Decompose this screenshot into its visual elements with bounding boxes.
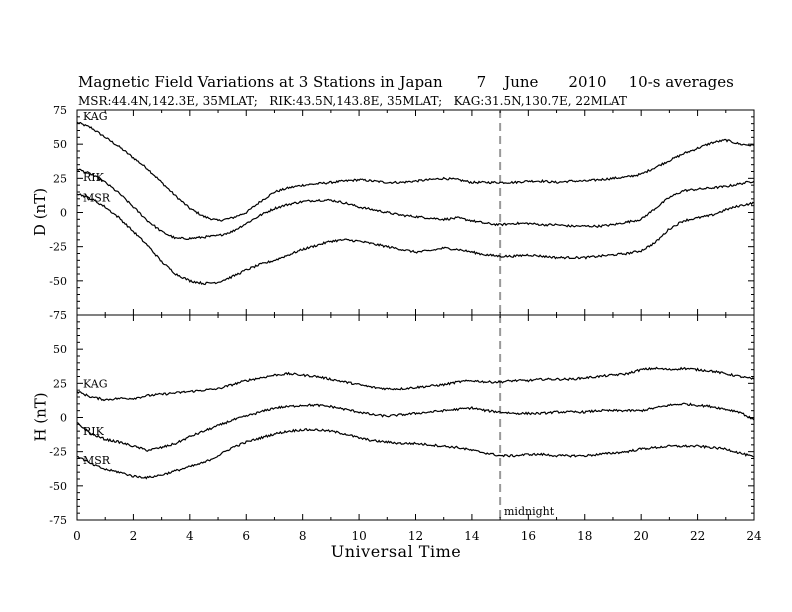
series-label-H-rik: RIK <box>83 425 105 438</box>
series-label-D-msr: MSR <box>83 191 111 204</box>
y-tick-label-D: -25 <box>49 241 67 254</box>
title-day: 7 <box>476 73 487 91</box>
x-tick-label: 20 <box>634 529 649 543</box>
y-tick-label-D: 25 <box>53 172 67 185</box>
title-main: Magnetic Field Variations at 3 Stations … <box>78 73 443 91</box>
x-tick-label: 24 <box>746 529 762 543</box>
series-label-D-rik: RIK <box>83 171 105 184</box>
y-axis-label-h: H (nT) <box>31 392 50 442</box>
y-tick-label-D: 0 <box>60 207 67 220</box>
panel-frame-D <box>76 109 755 316</box>
x-tick-label: 14 <box>464 529 480 543</box>
x-tick-label: 12 <box>408 529 423 543</box>
y-tick-label-D: 75 <box>53 104 67 117</box>
y-tick-label-H: 50 <box>53 343 67 356</box>
x-tick-label: 6 <box>242 529 250 543</box>
x-tick-label: 8 <box>299 529 307 543</box>
chart-title: Magnetic Field Variations at 3 Stations … <box>78 73 734 91</box>
series-label-H-msr: MSR <box>83 454 111 467</box>
y-tick-label-H: -50 <box>49 480 67 493</box>
series-label-D-kag: KAG <box>83 110 108 123</box>
midnight-annotation: midnight <box>504 505 555 518</box>
series-line-D-kag <box>76 121 755 222</box>
series-line-H-rik <box>76 402 755 452</box>
x-tick-label: 22 <box>690 529 705 543</box>
y-tick-label-H: -25 <box>49 446 67 459</box>
station-coordinates: MSR:44.4N,142.3E, 35MLAT; RIK:43.5N,143.… <box>78 94 627 108</box>
series-line-D-msr <box>76 193 755 286</box>
x-tick-label: 4 <box>186 529 194 543</box>
y-axis-label-d: D (nT) <box>31 187 50 237</box>
title-month: June <box>504 73 539 91</box>
y-tick-label-D: 50 <box>53 138 67 151</box>
y-tick-label-H: -75 <box>49 514 67 527</box>
x-tick-label: 18 <box>577 529 592 543</box>
series-line-H-msr <box>76 428 755 480</box>
series-label-H-kag: KAG <box>83 378 108 391</box>
title-averaging: 10-s averages <box>628 73 734 91</box>
x-tick-label: 2 <box>130 529 138 543</box>
y-tick-label-H: 0 <box>60 412 67 425</box>
x-tick-label: 10 <box>351 529 366 543</box>
series-line-H-kag <box>76 366 755 402</box>
x-tick-label: 0 <box>73 529 81 543</box>
title-year: 2010 <box>568 73 607 91</box>
y-tick-label-D: -50 <box>49 275 67 288</box>
panel-frame-H <box>76 314 755 521</box>
x-tick-label: 16 <box>521 529 536 543</box>
series-line-D-rik <box>76 168 755 240</box>
y-tick-label-D: -75 <box>49 309 67 322</box>
x-axis-label: Universal Time <box>330 542 462 561</box>
y-tick-label-H: 25 <box>53 377 67 390</box>
